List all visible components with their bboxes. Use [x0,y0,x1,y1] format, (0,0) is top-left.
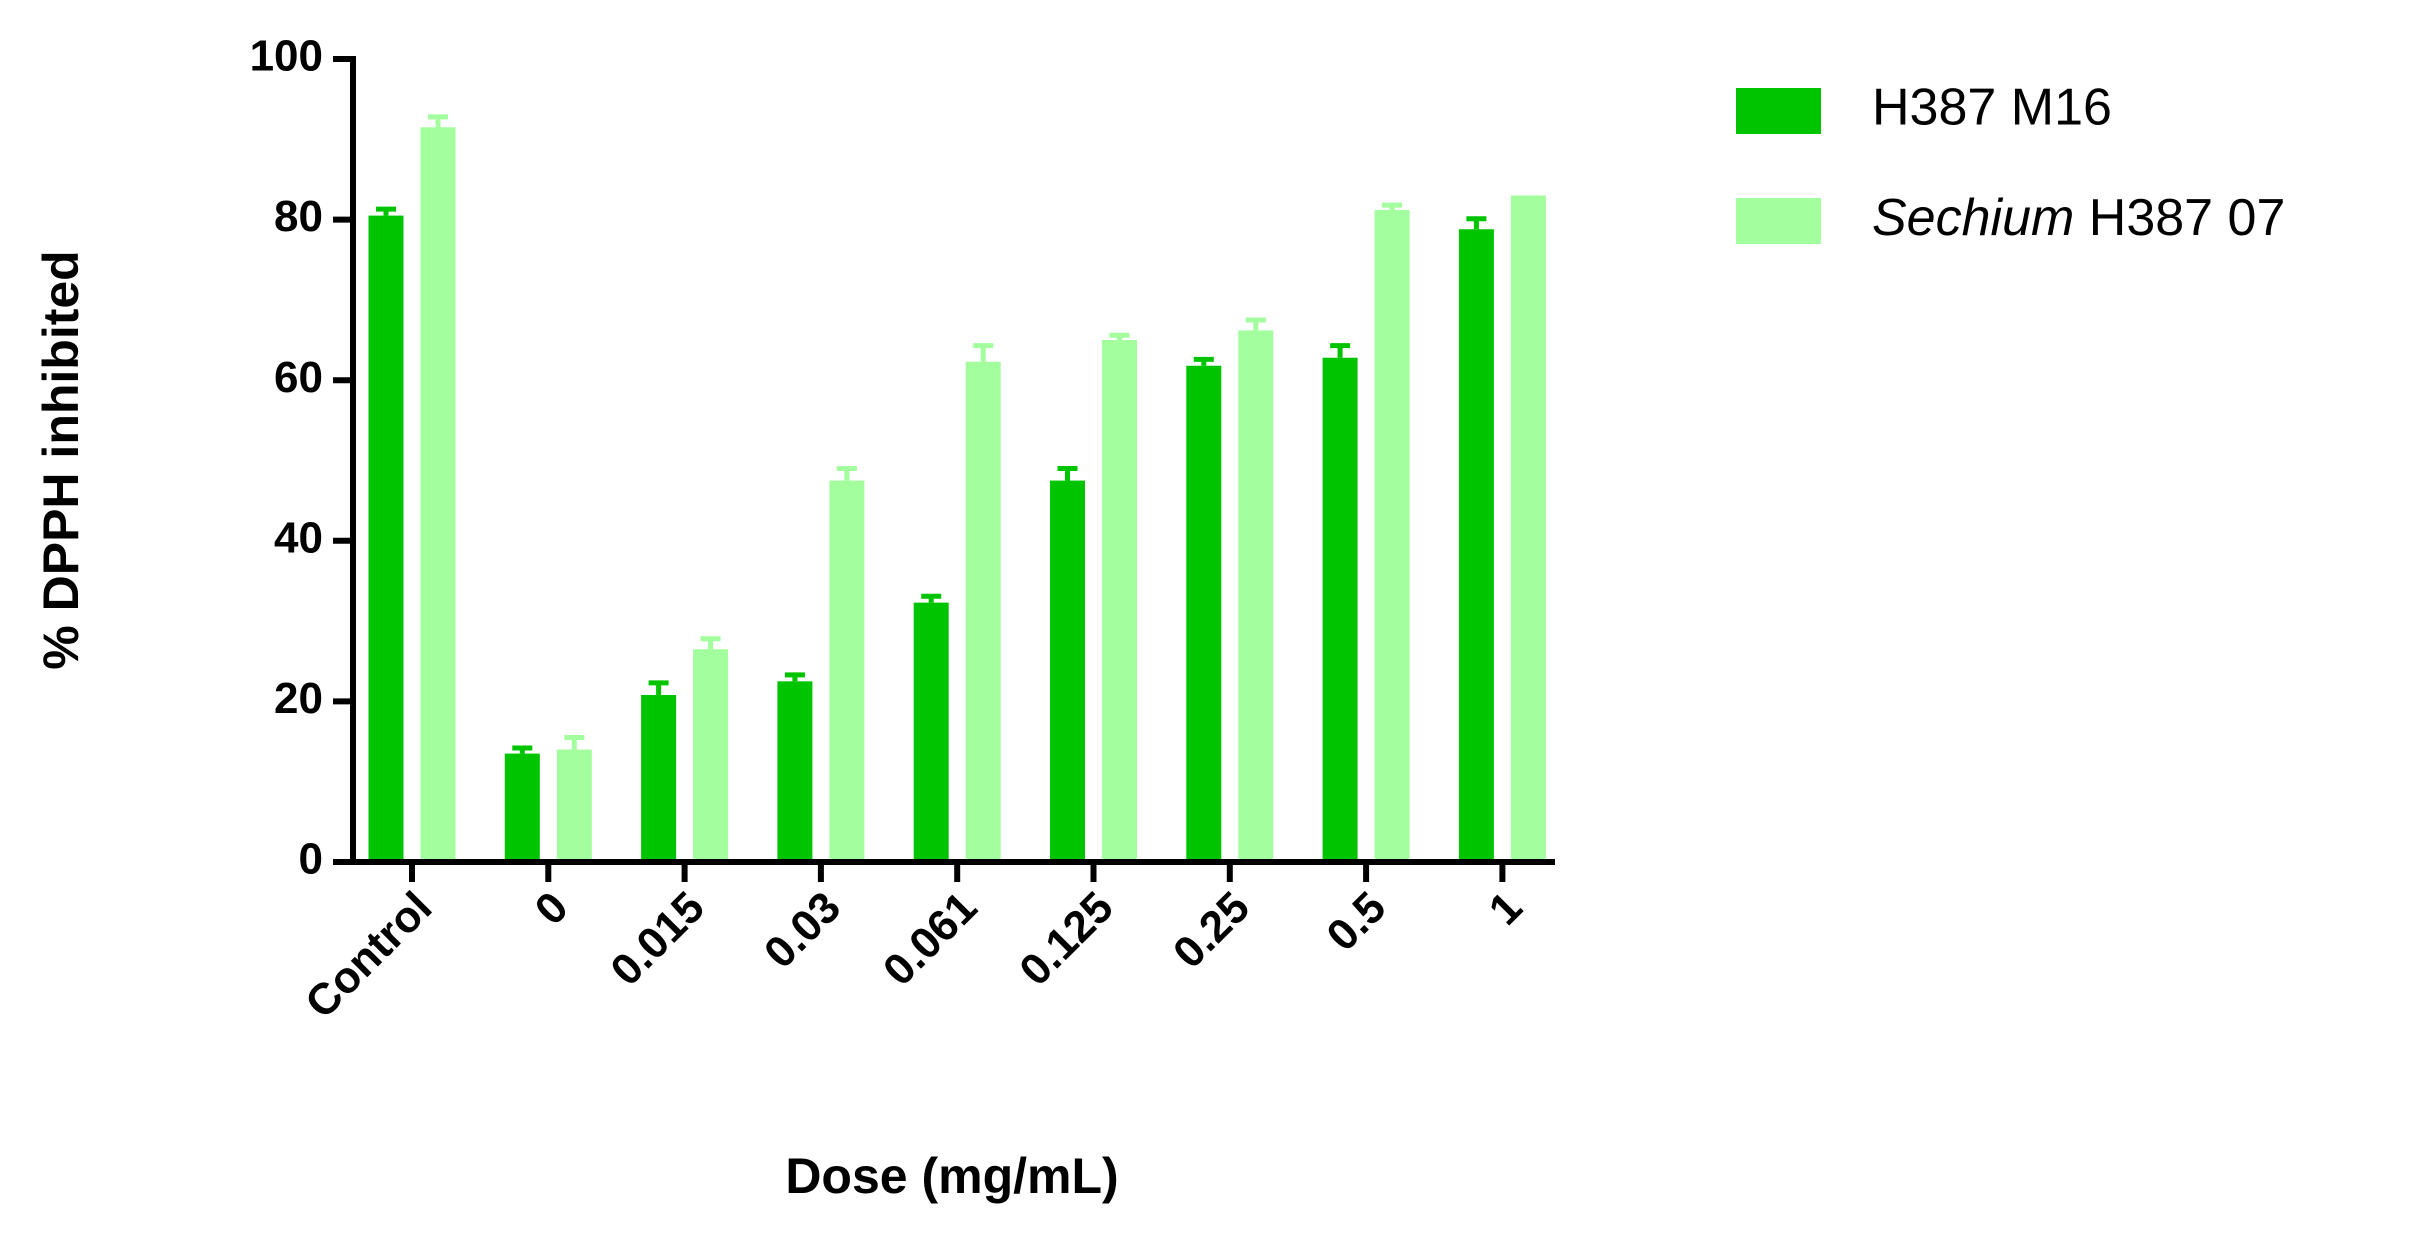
bar [1374,209,1410,863]
error-bar [921,593,942,603]
bar [913,602,949,862]
error-bar [428,114,448,128]
x-tick-label: 0.5 [1317,883,1395,961]
x-tick-label: Control [296,883,441,1028]
y-tick-label: 60 [274,353,323,402]
x-tick-label: 1 [1480,883,1532,935]
bar [1238,330,1274,862]
x-tick-label: 0.061 [874,883,987,996]
error-bar [1109,332,1130,341]
x-tick-label: 0.03 [755,883,850,978]
y-tick-label: 100 [250,32,323,81]
bar [504,753,540,862]
error-bar [512,745,533,754]
bar [1186,365,1222,862]
error-bar [836,466,857,481]
bar [1458,229,1494,863]
bar [368,215,404,862]
y-axis-label: % DPPH inhibited [33,250,89,669]
error-bar [564,735,585,750]
x-tick-label: 0.015 [601,883,714,996]
error-bar [1245,317,1266,331]
x-tick-label: 0.125 [1010,883,1123,996]
error-bar [700,636,721,650]
legend-label: H387 M16 [1872,79,2112,137]
error-bar [1382,202,1403,210]
error-bar [1330,343,1351,358]
bar [420,127,456,862]
y-tick-label: 0 [299,835,323,884]
legend-label: Sechium H387 07 [1872,189,2285,247]
error-bar [784,672,805,682]
x-tick-label: 0.25 [1164,883,1259,978]
error-bar [648,680,669,695]
bar [556,749,592,862]
y-tick-label: 20 [274,674,323,723]
error-bar [1466,216,1487,230]
bar [829,480,865,862]
error-bar [1057,466,1078,481]
bar [1050,480,1085,862]
y-tick-label: 40 [274,513,323,562]
legend-swatch [1736,198,1821,244]
error-bar [1193,356,1214,366]
error-bar [376,206,396,216]
legend-swatch [1736,88,1821,134]
bar [693,649,729,862]
y-tick-label: 80 [274,192,323,241]
x-axis-label: Dose (mg/mL) [785,1148,1118,1204]
error-bar [973,343,994,362]
bar [1102,340,1137,862]
bar [1322,357,1358,862]
bar [965,361,1001,862]
bar [1510,195,1546,862]
bar [641,694,677,862]
x-tick-label: 0 [526,883,578,935]
bar [777,681,813,862]
